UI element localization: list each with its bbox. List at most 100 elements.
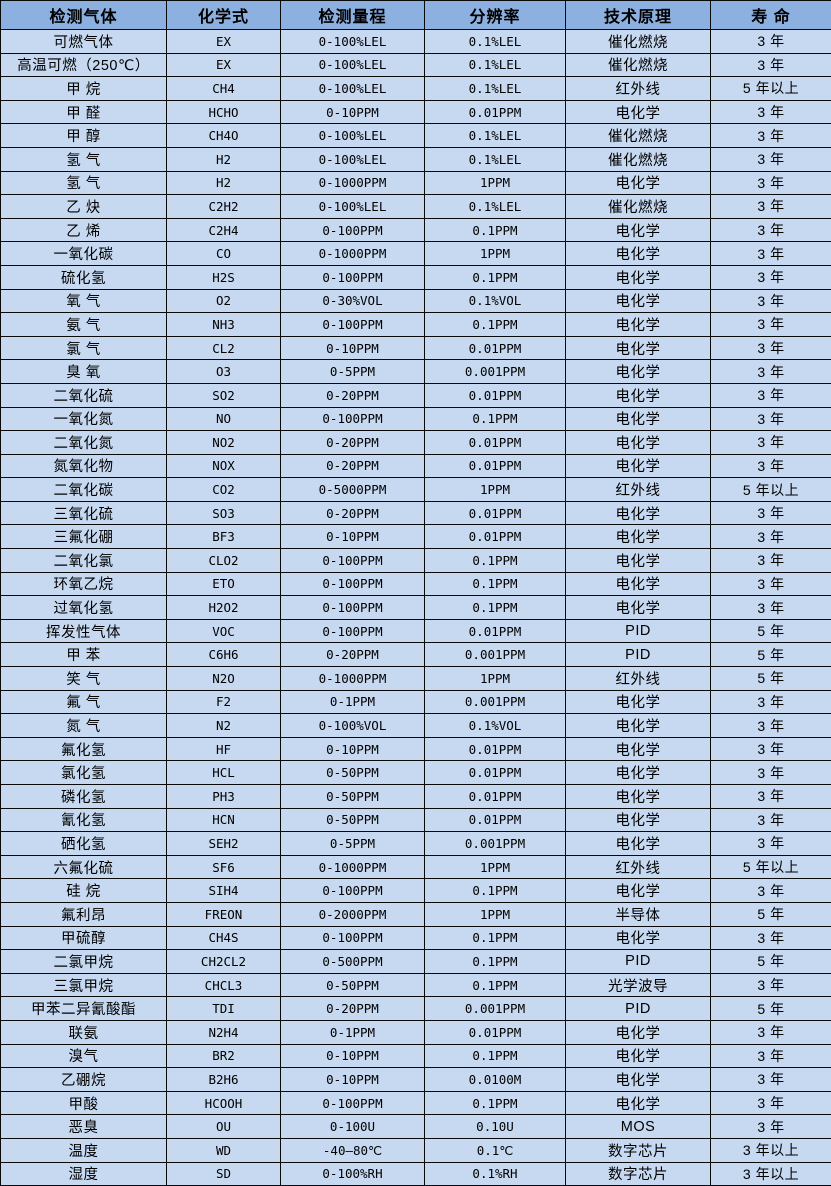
cell-chemical-formula: CH4 [167,77,281,101]
cell-resolution: 0.1PPM [425,926,566,950]
cell-resolution: 0.01PPM [425,1020,566,1044]
cell-resolution: 0.1%VOL [425,289,566,313]
cell-resolution: 0.01PPM [425,761,566,785]
cell-lifespan: 3 年 [711,501,831,525]
cell-detected-gas: 三氧化硫 [1,501,167,525]
cell-resolution: 0.001PPM [425,690,566,714]
cell-detected-gas: 高温可燃（250℃） [1,53,167,77]
cell-detection-range: 0-100PPM [281,879,425,903]
cell-chemical-formula: EX [167,30,281,54]
cell-chemical-formula: CO2 [167,478,281,502]
cell-chemical-formula: HCOOH [167,1091,281,1115]
cell-lifespan: 5 年以上 [711,478,831,502]
cell-technical-principle: MOS [566,1115,711,1139]
cell-detection-range: 0-100PPM [281,596,425,620]
cell-resolution: 0.1PPM [425,407,566,431]
cell-technical-principle: 催化燃烧 [566,30,711,54]
cell-chemical-formula: C2H2 [167,195,281,219]
cell-detection-range: 0-20PPM [281,454,425,478]
cell-resolution: 0.001PPM [425,360,566,384]
cell-lifespan: 5 年 [711,950,831,974]
cell-lifespan: 3 年 [711,1044,831,1068]
cell-technical-principle: 电化学 [566,407,711,431]
cell-detected-gas: 甲 烷 [1,77,167,101]
cell-detection-range: 0-100PPM [281,619,425,643]
cell-resolution: 0.1%VOL [425,714,566,738]
cell-detection-range: 0-100%LEL [281,147,425,171]
cell-detected-gas: 溴气 [1,1044,167,1068]
cell-technical-principle: 催化燃烧 [566,195,711,219]
cell-detection-range: 0-10PPM [281,100,425,124]
cell-detection-range: 0-20PPM [281,643,425,667]
cell-detected-gas: 温度 [1,1138,167,1162]
cell-detected-gas: 联氨 [1,1020,167,1044]
cell-lifespan: 5 年以上 [711,855,831,879]
cell-technical-principle: 电化学 [566,431,711,455]
cell-resolution: 0.1PPM [425,572,566,596]
cell-detection-range: 0-1000PPM [281,171,425,195]
cell-chemical-formula: NO [167,407,281,431]
cell-chemical-formula: CH2CL2 [167,950,281,974]
cell-chemical-formula: CH4O [167,124,281,148]
cell-technical-principle: 电化学 [566,100,711,124]
cell-detected-gas: 乙 烯 [1,218,167,242]
table-header-row: 检测气体 化学式 检测量程 分辨率 技术原理 寿 命 [1,1,831,30]
cell-technical-principle: 电化学 [566,714,711,738]
cell-technical-principle: 电化学 [566,1044,711,1068]
cell-detection-range: 0-100PPM [281,572,425,596]
cell-resolution: 0.01PPM [425,737,566,761]
cell-lifespan: 3 年 [711,218,831,242]
cell-detected-gas: 乙 炔 [1,195,167,219]
cell-resolution: 0.1PPM [425,973,566,997]
cell-chemical-formula: B2H6 [167,1068,281,1092]
cell-detection-range: 0-100PPM [281,265,425,289]
cell-lifespan: 3 年 [711,313,831,337]
cell-lifespan: 3 年 [711,549,831,573]
cell-technical-principle: 电化学 [566,761,711,785]
cell-detection-range: 0-100PPM [281,1091,425,1115]
cell-detection-range: 0-20PPM [281,997,425,1021]
cell-detection-range: 0-100%LEL [281,124,425,148]
cell-detected-gas: 二氧化氮 [1,431,167,455]
cell-resolution: 0.1PPM [425,1044,566,1068]
cell-chemical-formula: CH4S [167,926,281,950]
cell-resolution: 1PPM [425,242,566,266]
cell-detected-gas: 二氯甲烷 [1,950,167,974]
cell-resolution: 0.01PPM [425,501,566,525]
cell-technical-principle: 电化学 [566,737,711,761]
cell-technical-principle: PID [566,997,711,1021]
cell-detection-range: 0-10PPM [281,336,425,360]
cell-resolution: 0.1PPM [425,1091,566,1115]
cell-lifespan: 3 年 [711,383,831,407]
cell-detection-range: 0-100%LEL [281,195,425,219]
cell-chemical-formula: O2 [167,289,281,313]
cell-lifespan: 3 年 [711,265,831,289]
cell-detected-gas: 三氯甲烷 [1,973,167,997]
column-header-detected-gas: 检测气体 [1,1,167,30]
cell-detected-gas: 氯化氢 [1,761,167,785]
cell-technical-principle: 数字芯片 [566,1162,711,1186]
cell-detection-range: 0-100%RH [281,1162,425,1186]
cell-technical-principle: 电化学 [566,549,711,573]
cell-chemical-formula: HCHO [167,100,281,124]
cell-resolution: 0.1PPM [425,950,566,974]
cell-technical-principle: 光学波导 [566,973,711,997]
cell-chemical-formula: H2S [167,265,281,289]
cell-detection-range: 0-100PPM [281,218,425,242]
cell-chemical-formula: SD [167,1162,281,1186]
cell-detection-range: 0-100PPM [281,549,425,573]
